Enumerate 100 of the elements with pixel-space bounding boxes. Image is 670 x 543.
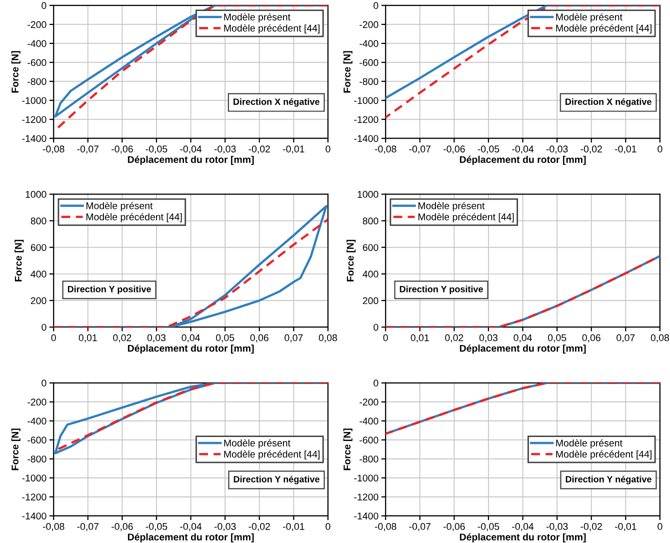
legend-label: Modèle présent <box>224 13 290 22</box>
y-tick-label: 0 <box>42 324 46 331</box>
y-axis-title: Force [N] <box>346 240 356 282</box>
x-axis-title: Déplacement du rotor [mm] <box>128 156 254 165</box>
legend-label: Modèle présent <box>224 439 290 448</box>
y-tick-label: 200 <box>362 297 378 304</box>
y-tick-label: -600 <box>360 59 378 66</box>
y-tick-label: 1000 <box>358 190 378 198</box>
x-tick-label: 0,01 <box>410 334 429 342</box>
y-axis-title: Force [N] <box>14 240 24 282</box>
x-tick-label: -0,06 <box>112 146 133 154</box>
x-tick-label: -0,05 <box>478 523 500 532</box>
legend-label: Modèle précédent [44] <box>556 24 652 34</box>
y-tick-label: 0 <box>42 2 46 10</box>
y-tick-label: 400 <box>30 270 46 278</box>
x-tick-label: 0 <box>51 334 56 342</box>
x-tick-label: -0,05 <box>146 523 168 532</box>
x-axis-title: Déplacement du rotor [mm] <box>460 533 586 542</box>
x-tick-label: 0,07 <box>284 334 303 342</box>
y-tick-label: -800 <box>28 78 46 86</box>
x-tick-label: -0,02 <box>248 146 270 154</box>
x-tick-label: -0,08 <box>42 146 64 154</box>
legend-label: Modèle précédent [44] <box>556 450 652 460</box>
x-tick-label: -0,04 <box>512 146 534 154</box>
y-tick-label: 0 <box>374 324 378 331</box>
x-tick-label: -0,05 <box>146 146 168 154</box>
y-tick-label: -400 <box>360 418 378 425</box>
x-tick-label: -0,02 <box>248 523 270 532</box>
x-tick-label: 0,06 <box>582 334 600 342</box>
y-axis-title: Force [N] <box>343 51 352 93</box>
y-tick-label: -1200 <box>22 116 46 123</box>
y-tick-label: 600 <box>30 244 46 251</box>
x-tick-label: -0,01 <box>615 146 636 154</box>
x-tick-label: -0,06 <box>112 523 133 532</box>
y-tick-label: -600 <box>360 436 378 444</box>
y-tick-label: -800 <box>360 456 378 462</box>
x-tick-label: 0 <box>326 523 330 530</box>
x-tick-label: 0,02 <box>113 334 132 342</box>
y-tick-label: 0 <box>42 380 46 387</box>
y-tick-label: -1400 <box>354 512 378 520</box>
annotation: Direction Y négative <box>566 476 652 484</box>
y-axis-title: Force [N] <box>11 51 20 93</box>
x-tick-label: 0,08 <box>318 334 338 342</box>
y-tick-label: -200 <box>28 398 46 406</box>
y-tick-label: 800 <box>362 217 378 224</box>
x-tick-label: 0,07 <box>616 334 635 342</box>
x-tick-label: -0,08 <box>374 523 396 532</box>
legend-label: Modèle précédent [44] <box>224 450 320 460</box>
legend-label: Modèle présent <box>556 439 622 448</box>
x-tick-label: -0,01 <box>283 523 304 532</box>
y-tick-label: -1200 <box>354 494 378 500</box>
legend-label: Modèle présent <box>556 13 622 22</box>
annotation: Direction Y positive <box>400 286 483 294</box>
x-tick-label: -0,01 <box>283 146 304 154</box>
annotation: Direction Y négative <box>234 476 320 484</box>
y-tick-label: -1400 <box>354 135 378 142</box>
x-tick-label: -0,01 <box>615 523 636 532</box>
y-tick-label: -800 <box>360 78 378 86</box>
x-tick-label: 0,05 <box>548 334 566 342</box>
annotation: Direction X négative <box>234 98 320 107</box>
x-tick-label: -0,07 <box>77 523 98 532</box>
x-tick-label: -0,02 <box>580 146 602 154</box>
x-tick-label: -0,07 <box>77 146 98 154</box>
x-tick-label: -0,04 <box>180 146 202 154</box>
x-tick-label: -0,06 <box>444 523 465 532</box>
x-tick-label: -0,03 <box>214 523 236 532</box>
y-tick-label: -1200 <box>354 116 378 123</box>
x-tick-label: 0,04 <box>514 334 532 342</box>
x-axis-title: Déplacement du rotor [mm] <box>128 344 254 354</box>
y-tick-label: 600 <box>362 244 378 251</box>
y-tick-label: 1000 <box>26 190 46 198</box>
x-tick-label: -0,06 <box>444 146 465 154</box>
x-tick-label: 0,03 <box>479 334 498 342</box>
x-tick-label: -0,02 <box>580 523 602 532</box>
x-tick-label: 0,01 <box>78 334 97 342</box>
y-tick-label: -1000 <box>354 97 378 104</box>
x-tick-label: -0,05 <box>478 146 500 154</box>
annotation: Direction Y positive <box>68 286 151 294</box>
y-tick-label: -600 <box>28 436 46 444</box>
y-tick-label: -200 <box>360 398 378 406</box>
legend-label: Modèle présent <box>86 202 153 212</box>
x-tick-label: 0 <box>326 146 330 152</box>
annotation: Direction X négative <box>566 98 652 107</box>
x-tick-label: -0,04 <box>512 523 534 532</box>
y-tick-label: 400 <box>362 270 378 278</box>
x-axis-title: Déplacement du rotor [mm] <box>128 533 254 542</box>
x-tick-label: -0,07 <box>409 523 430 532</box>
y-tick-label: -800 <box>28 456 46 462</box>
y-tick-label: -1400 <box>22 512 46 520</box>
y-tick-label: -400 <box>28 40 46 48</box>
y-axis-title: Force [N] <box>343 428 352 470</box>
legend-label: Modèle précédent [44] <box>224 24 320 34</box>
y-tick-label: -400 <box>360 40 378 48</box>
y-tick-label: -400 <box>28 418 46 425</box>
y-tick-label: -1000 <box>354 474 378 482</box>
x-tick-label: 0 <box>658 146 662 152</box>
x-tick-label: -0,03 <box>214 146 236 154</box>
y-tick-label: 200 <box>30 297 46 304</box>
x-tick-label: 0 <box>658 523 662 530</box>
x-axis-title: Déplacement du rotor [mm] <box>460 344 586 354</box>
